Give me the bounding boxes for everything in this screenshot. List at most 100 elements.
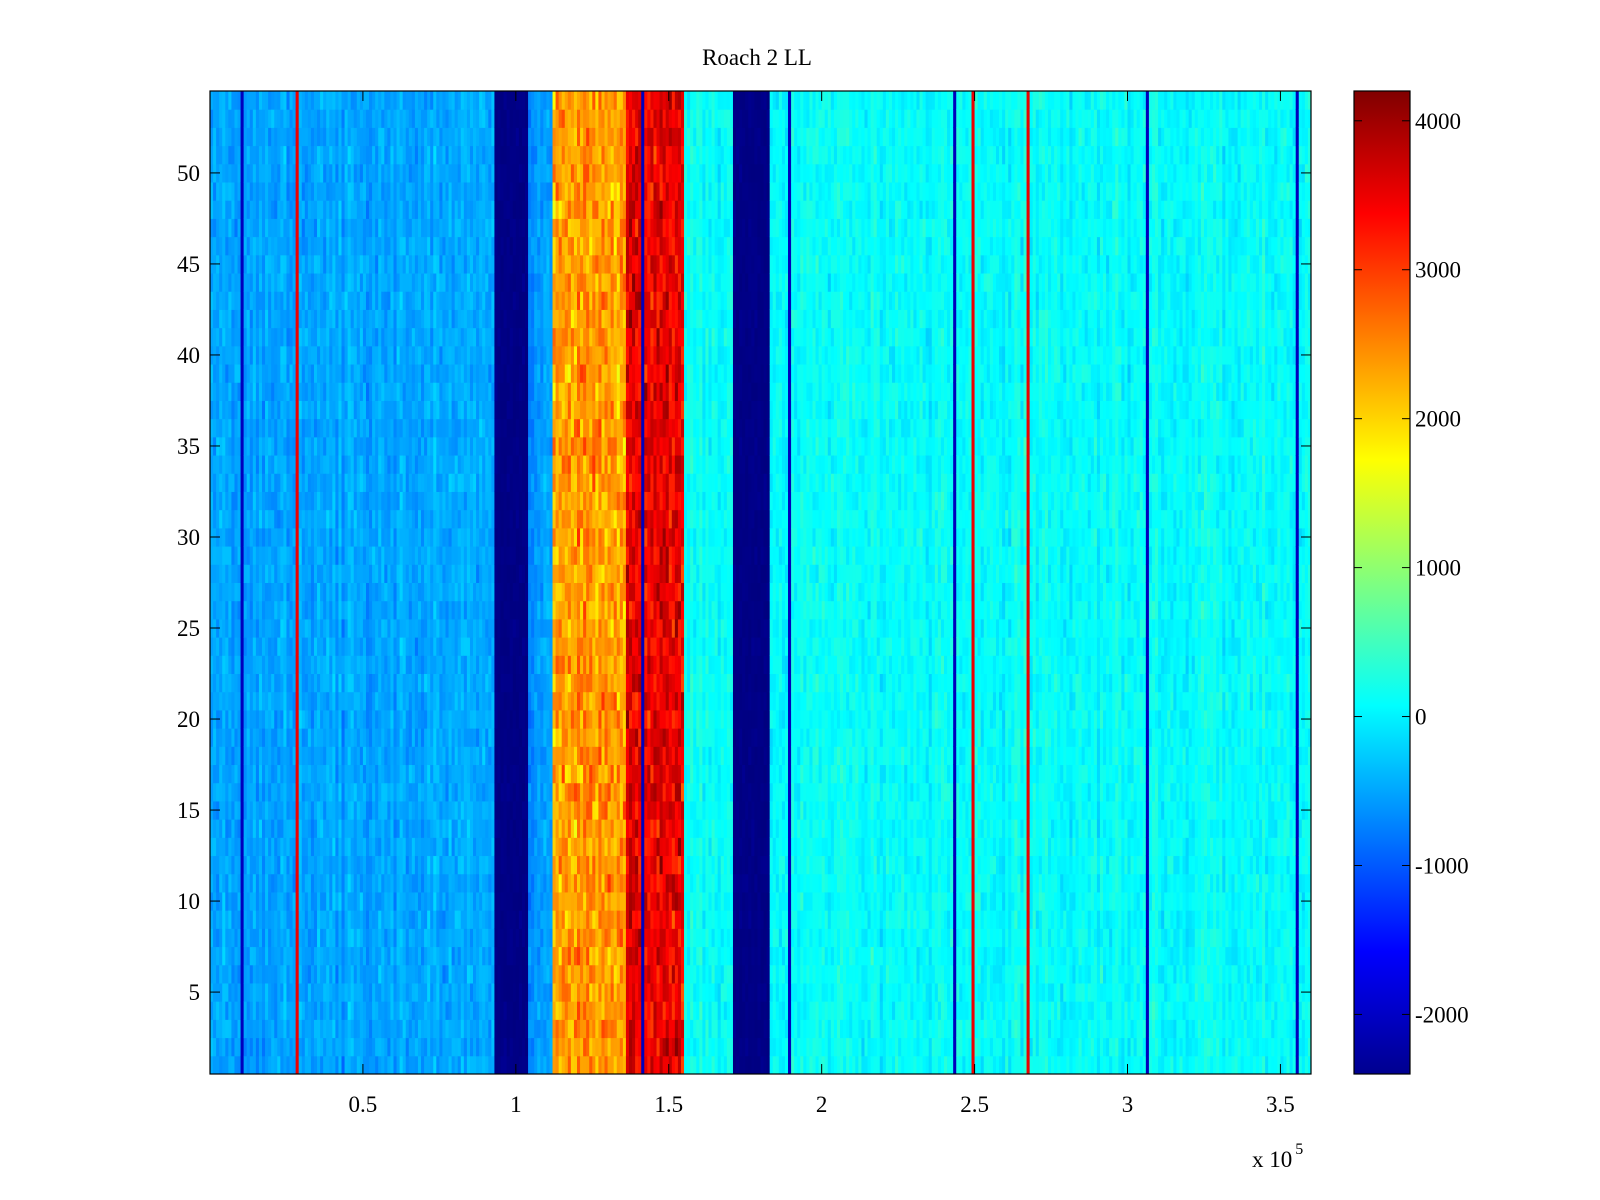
heatmap-cell [411, 782, 416, 802]
heatmap-cell [265, 891, 269, 911]
heatmap-cell [320, 709, 324, 729]
heatmap-cell [341, 509, 346, 529]
heatmap-cell [274, 455, 278, 474]
heatmap-cell [249, 109, 254, 128]
heatmap-cell [216, 509, 220, 529]
heatmap-cell [222, 709, 226, 729]
heatmap-cell [225, 218, 229, 238]
heatmap-cell [240, 800, 245, 820]
heatmap-cell [280, 436, 284, 456]
heatmap-cell [283, 564, 287, 583]
heatmap-cell [393, 382, 398, 401]
heatmap-cell [234, 236, 239, 256]
heatmap-cell [277, 1055, 281, 1074]
heatmap-cell [427, 418, 431, 438]
heatmap-cell [274, 182, 278, 201]
heatmap-cell [399, 145, 404, 165]
heatmap-cell [335, 964, 339, 984]
heatmap-cell [222, 891, 226, 911]
heatmap-cell [451, 764, 456, 784]
heatmap-cell [372, 309, 376, 329]
heatmap-cell [411, 473, 416, 492]
heatmap-cell [310, 964, 315, 984]
heatmap-cell [274, 109, 278, 128]
heatmap-cell [280, 455, 284, 474]
heatmap-cell [399, 527, 404, 547]
heatmap-cell [313, 673, 318, 693]
heatmap-cell [405, 1055, 410, 1074]
heatmap-cell [359, 91, 364, 110]
heatmap-cell [350, 691, 355, 711]
heatmap-cell [271, 782, 275, 802]
heatmap-cell [243, 309, 248, 329]
heatmap-cell [338, 473, 343, 492]
heatmap-cell [430, 382, 434, 401]
heatmap-cell [411, 746, 416, 766]
heatmap-cell [414, 1001, 419, 1020]
heatmap-cell [442, 455, 446, 474]
heatmap-cell [225, 982, 229, 1002]
heatmap-cell [326, 200, 330, 219]
heatmap-cell [265, 819, 269, 838]
heatmap-cell [378, 564, 382, 583]
heatmap-cell [332, 127, 336, 147]
heatmap-cell [414, 964, 419, 984]
heatmap-cell [237, 728, 242, 747]
heatmap-cell [372, 364, 376, 383]
heatmap-cell [307, 1019, 312, 1039]
heatmap-cell [289, 800, 294, 820]
heatmap-cell [216, 491, 220, 511]
heatmap-cell [457, 855, 462, 875]
heatmap-cell [341, 236, 346, 256]
heatmap-cell [222, 436, 226, 456]
heatmap-cell [249, 509, 254, 529]
heatmap-cell [252, 655, 257, 675]
heatmap-cell [372, 728, 376, 747]
heatmap-cell [320, 91, 324, 110]
heatmap-cell [237, 982, 242, 1002]
heatmap-cell [320, 946, 324, 966]
heatmap-cell [457, 618, 462, 638]
heatmap-cell [356, 345, 361, 365]
heatmap-cell [283, 1019, 287, 1039]
heatmap-cell [356, 600, 361, 620]
heatmap-cell [246, 527, 251, 547]
heatmap-cell [283, 546, 287, 565]
heatmap-cell [454, 582, 459, 602]
heatmap-cell [265, 1055, 269, 1074]
heatmap-cell [323, 527, 327, 547]
heatmap-cell [255, 582, 260, 602]
heatmap-cell [317, 436, 321, 456]
heatmap-cell [402, 673, 407, 693]
heatmap-cell [402, 455, 407, 474]
heatmap-cell [427, 91, 431, 110]
heatmap-cell [271, 182, 275, 201]
heatmap-cell [271, 891, 275, 911]
heatmap-cell [476, 473, 480, 492]
heatmap-cell [274, 236, 278, 256]
heatmap-cell [488, 218, 492, 238]
heatmap-cell [369, 273, 373, 292]
heatmap-cell [378, 327, 382, 347]
heatmap-cell [301, 436, 306, 456]
heatmap-cell [326, 182, 330, 201]
heatmap-cell [258, 436, 263, 456]
heatmap-cell [491, 819, 495, 838]
heatmap-cell [427, 145, 431, 165]
heatmap-cell [283, 1037, 287, 1057]
heatmap-cell [249, 728, 254, 747]
heatmap-cell [271, 691, 275, 711]
heatmap-cell [488, 600, 492, 620]
heatmap-cell [265, 364, 269, 383]
heatmap-cell [417, 109, 422, 128]
heatmap-cell [240, 436, 245, 456]
heatmap-cell [295, 782, 300, 802]
heatmap-cell [277, 673, 281, 693]
heatmap-cell [359, 254, 364, 274]
heatmap-cell [347, 709, 352, 729]
heatmap-cell [463, 928, 468, 948]
heatmap-cell [277, 345, 281, 365]
heatmap-cell [243, 527, 248, 547]
heatmap-cell [384, 600, 388, 620]
heatmap-cell [246, 1019, 251, 1039]
